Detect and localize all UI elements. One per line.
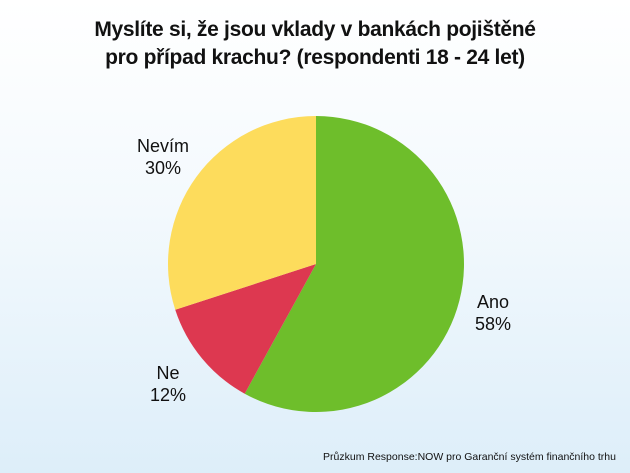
chart-title: Myslíte si, že jsou vklady v bankách poj… [0,16,630,72]
slice-label-ne: Ne 12% [138,362,198,406]
slice-label-ano-name: Ano [476,292,510,312]
slice-label-nevim-value: 30% [144,158,182,178]
slice-label-ne-name: Ne [156,363,180,383]
pie-slice-ne [175,264,316,394]
slice-label-nevim: Nevím 30% [128,135,198,179]
slice-label-ano: Ano 58% [458,291,528,335]
slice-label-nevim-name: Nevím [136,136,189,156]
chart-title-line-1: Myslíte si, že jsou vklady v bankách poj… [94,18,536,41]
chart-title-line-2: pro případ krachu? (respondenti 18 - 24 … [105,46,525,69]
source-note: Průzkum Response:NOW pro Garanční systém… [323,451,616,463]
slice-label-ne-value: 12% [149,385,187,405]
slice-label-ano-value: 58% [474,314,512,334]
pie-slice-ano [244,116,464,413]
pie-slice-nev-m [167,116,316,310]
